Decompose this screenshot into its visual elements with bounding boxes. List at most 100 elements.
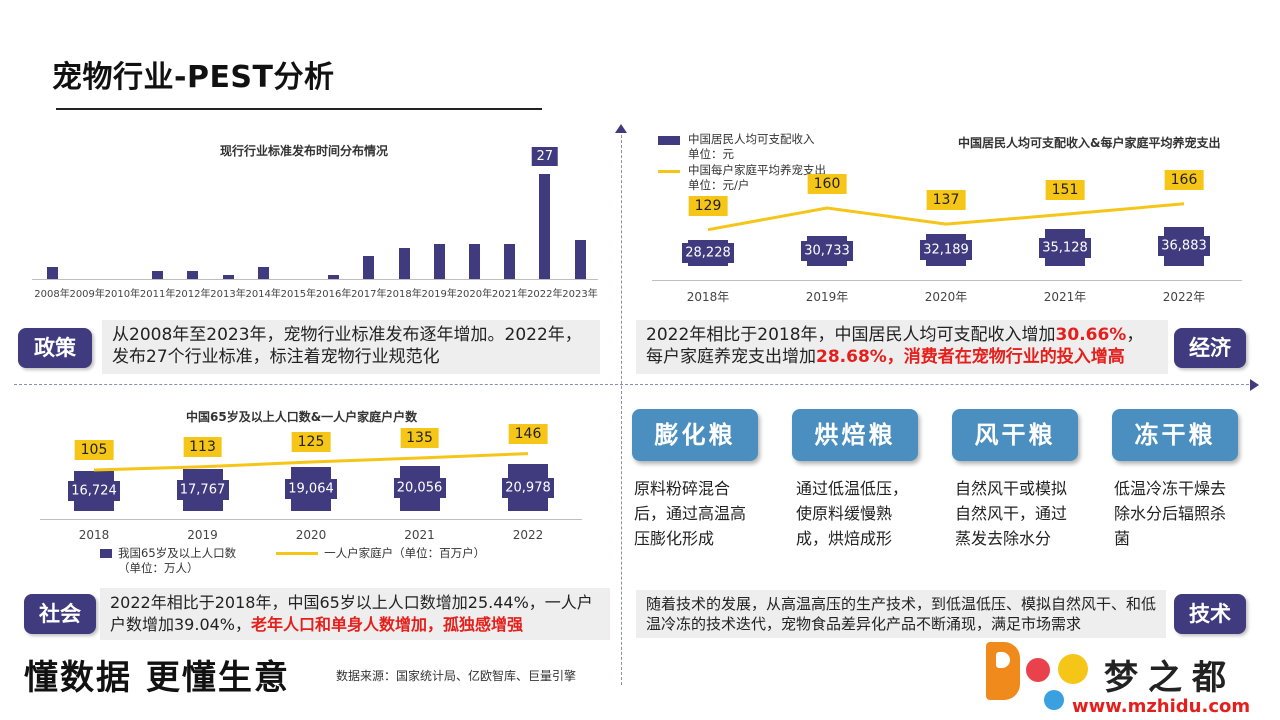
tech-card-freezedried: 冻干粮 <box>1112 409 1238 461</box>
economy-highlight: 28.68%，消费者在宠物行业的投入增高 <box>816 347 1125 367</box>
chart3-series1-name: 我国65岁及以上人口数 <box>118 546 237 560</box>
chart3-tick-label: 2019 <box>187 528 218 542</box>
logo-url: www.mzhidu.com <box>1072 696 1251 717</box>
chart3-bar-arm <box>68 480 120 501</box>
chart2-bar-label: 32,189 <box>923 242 969 258</box>
tech-card-puffed: 膨化粮 <box>632 409 758 461</box>
chart3-line-label: 135 <box>400 428 439 448</box>
chart3-bar-label: 19,064 <box>288 481 334 497</box>
tech-desc-baked: 通过低温低压，使原料缓慢熟成，烘焙成形 <box>796 479 909 548</box>
chart1-tick-label: 2022年 <box>527 289 563 300</box>
chart1-bar <box>398 247 410 279</box>
logo-smile-icon <box>1058 654 1088 684</box>
chart2-series1-name: 中国居民人均可支配收入 <box>688 132 815 146</box>
chart1-bar <box>433 244 445 279</box>
economy-income-growth: 30.66% <box>1055 325 1127 345</box>
chart1-bar <box>257 267 269 279</box>
chart3-series1-unit: （单位：万人） <box>118 561 199 575</box>
chart2-line-label: 129 <box>688 195 728 216</box>
chart1-tick-label: 2012年 <box>175 289 211 300</box>
technology-tag: 技术 <box>1174 594 1246 634</box>
chart3-line-label: 113 <box>183 436 222 457</box>
economy-text: 2022年相比于2018年，中国居民人均可支配收入增加30.66%，每户家庭养宠… <box>636 320 1168 374</box>
logo-text: 梦之都 <box>1104 658 1236 698</box>
society-highlight: 老年人口和单身人数增加，孤独感增强 <box>251 615 524 634</box>
chart2-line-label: 160 <box>807 174 847 194</box>
chart1-bar <box>504 244 516 279</box>
chart2-bar-label: 36,883 <box>1161 238 1207 254</box>
society-text: 2022年相比于2018年，中国65岁以上人口数增加25.44%，一人户户数增加… <box>100 588 610 640</box>
chart2-tick-label: 2020年 <box>924 290 968 304</box>
logo-paw-icon <box>1026 658 1050 682</box>
chart1-tick-label: 2013年 <box>210 289 246 300</box>
legend-bar-swatch <box>100 549 112 558</box>
legend-line-swatch <box>658 170 680 173</box>
chart3-tick-label: 2022 <box>512 528 544 542</box>
chart3-legend: 我国65岁及以上人口数 （单位：万人） 一人户家庭户（单位：百万户） <box>100 546 485 576</box>
chart3-series2-unit: （单位：百万户） <box>393 546 486 560</box>
chart1-bar <box>222 275 234 279</box>
logo-letter-p-icon <box>986 642 1020 700</box>
horizontal-divider <box>14 384 1254 385</box>
chart1-tick-label: 2020年 <box>456 289 493 300</box>
tech-desc-airdried: 自然风干或模拟自然风干，通过蒸发去除水分 <box>955 479 1068 548</box>
chart2-legend: 中国居民人均可支配收入 单位：元 中国每户家庭平均养宠支出 单位：元/户 <box>658 132 826 193</box>
chart1-axis <box>32 279 598 280</box>
chart3-bar-label: 17,767 <box>179 482 226 498</box>
chart3-line-label: 105 <box>74 440 114 460</box>
tech-desc-freezedried: 低温冷冻干燥去除水分后辐照杀菌 <box>1114 479 1227 548</box>
chart2-bar-label: 35,128 <box>1042 240 1088 256</box>
chart1-bar <box>152 271 164 279</box>
chart1-bar <box>187 271 199 279</box>
economy-text-c: ，每户家庭养宠支出增加 <box>646 325 1144 367</box>
chart3-series2-label: 一人户家庭户（单位：百万户） <box>324 546 485 561</box>
chart3-title: 中国65岁及以上人口数&一人户家庭户户数 <box>186 410 418 424</box>
chart3-households-line <box>93 452 529 472</box>
chart3-series2-name: 一人户家庭户 <box>324 546 394 560</box>
chart3-tick-label: 2020 <box>295 528 327 542</box>
chart3-tick-label: 2018 <box>78 528 110 542</box>
chart3-line-label: 146 <box>508 423 548 444</box>
chart2-tick-label: 2021年 <box>1043 290 1087 304</box>
chart2-series2-name: 中国每户家庭平均养宠支出 <box>688 163 826 177</box>
chart3-bar-label: 20,978 <box>505 480 551 496</box>
chart2-bar-arm <box>1158 236 1210 257</box>
chart2-series2-unit: 单位：元/户 <box>688 178 750 192</box>
policy-tag: 政策 <box>18 328 92 368</box>
chart3-bar-label: 20,056 <box>396 480 443 496</box>
page-title: 宠物行业-PEST分析 <box>52 60 335 95</box>
chart3-bar-arm <box>176 480 229 501</box>
vertical-axis-arrow-icon <box>615 124 627 133</box>
chart1-tick-label: 2009年 <box>69 289 105 300</box>
tech-card-airdried: 风干粮 <box>952 409 1078 461</box>
technology-text: 随着技术的发展，从高温高压的生产技术，到低温低压、模拟自然风干、和低温冷冻的技术… <box>636 590 1166 638</box>
chart2-tick-label: 2022年 <box>1162 290 1206 304</box>
chart2-bar-arm <box>682 242 734 263</box>
chart2-bar-arm <box>801 240 853 261</box>
chart1-tick-label: 2023年 <box>562 289 598 300</box>
logo-blue-dot-icon <box>1044 690 1064 710</box>
tech-desc-puffed: 原料粉碎混合后，通过高温高压膨化形成 <box>634 479 747 548</box>
chart2-title: 中国居民人均可支配收入&每户家庭平均养宠支出 <box>958 136 1221 150</box>
chart1-tick-label: 2017年 <box>351 289 387 300</box>
chart1-tick-label: 2015年 <box>280 289 317 300</box>
data-source: 数据来源：国家统计局、亿欧智库、巨量引擎 <box>336 669 577 683</box>
chart2-axis <box>652 280 1242 281</box>
economy-tag: 经济 <box>1174 328 1246 368</box>
chart2-tick-label: 2018年 <box>686 290 730 304</box>
brand-logo: 梦之都 www.mzhidu.com <box>986 640 1272 718</box>
vertical-divider <box>621 130 622 685</box>
policy-text: 从2008年至2023年，宠物行业标准发布逐年增加。2022年，发布27个行业标… <box>102 320 600 374</box>
chart2-bar-arm <box>1039 237 1091 258</box>
legend-line-swatch <box>276 552 319 555</box>
slogan: 懂数据 更懂生意 <box>24 658 290 698</box>
economy-text-a: 2022年相比于2018年，中国居民人均可支配收入增加 <box>646 325 1056 345</box>
chart3-tick-label: 2021 <box>404 528 435 542</box>
chart1-tick-label: 2021年 <box>491 289 528 300</box>
chart2-bar-label: 30,733 <box>804 243 850 259</box>
chart3-bar-arm <box>285 479 337 500</box>
chart1-tick-label: 2019年 <box>421 289 457 300</box>
tech-card-baked: 烘焙粮 <box>792 409 918 461</box>
